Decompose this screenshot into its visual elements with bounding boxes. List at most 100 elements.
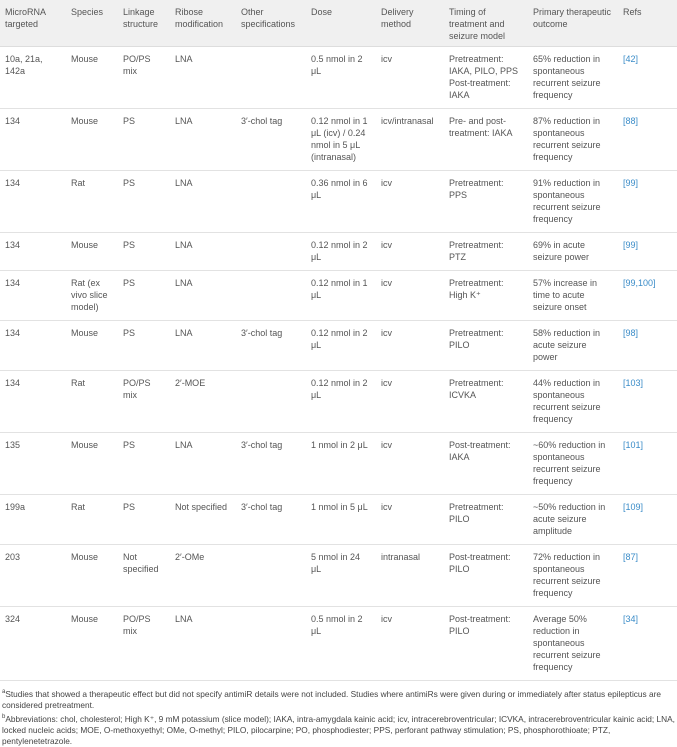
cell: Mouse (66, 544, 118, 607)
cell: 58% reduction in acute seizure power (528, 320, 618, 371)
cell: Not specified (118, 544, 170, 607)
ref-link[interactable]: [87] (618, 544, 677, 607)
ref-link[interactable]: [103] (618, 370, 677, 433)
ref-link[interactable]: [98] (618, 320, 677, 371)
cell: 5 nmol in 24 μL (306, 544, 376, 607)
header-cell: Dose (306, 0, 376, 47)
cell: Average 50% reduction in spontaneous rec… (528, 606, 618, 681)
cell: 3′-chol tag (236, 494, 306, 545)
cell: 134 (0, 320, 66, 371)
cell: Not specified (170, 494, 236, 545)
cell: LNA (170, 320, 236, 371)
cell: Pretreatment: ICVKA (444, 370, 528, 433)
cell: Mouse (66, 320, 118, 371)
cell: ~60% reduction in spontaneous recurrent … (528, 432, 618, 495)
cell: 134 (0, 232, 66, 271)
header-cell: MicroRNA targeted (0, 0, 66, 47)
cell: PS (118, 320, 170, 371)
cell: LNA (170, 270, 236, 321)
cell: 135 (0, 432, 66, 495)
cell (236, 170, 306, 233)
header-row: MicroRNA targeted Species Linkage structur… (0, 0, 677, 47)
ref-link[interactable]: [109] (618, 494, 677, 545)
cell: PS (118, 494, 170, 545)
table-row: 134 Mouse PS LNA 3′-chol tag 0.12 nmol in 2 μ… (0, 320, 677, 371)
cell: Pretreatment: IAKA, PILO, PPS Post-treat… (444, 46, 528, 109)
cell: 0.5 nmol in 2 μL (306, 46, 376, 109)
cell: 69% in acute seizure power (528, 232, 618, 271)
cell: Rat (66, 370, 118, 433)
table-row: 135 Mouse PS LNA 3′-chol tag 1 nmol in 2 μL ic… (0, 432, 677, 495)
header-cell: Ribose modification (170, 0, 236, 47)
table-row: 10a, 21a, 142a Mouse PO/PS mix LNA 0.5 nmol … (0, 46, 677, 109)
cell: 134 (0, 270, 66, 321)
cell: Rat (66, 170, 118, 233)
cell (236, 606, 306, 681)
ref-link[interactable]: [99] (618, 232, 677, 271)
cell: PS (118, 232, 170, 271)
cell: icv (376, 432, 444, 495)
header-cell: Species (66, 0, 118, 47)
cell: 10a, 21a, 142a (0, 46, 66, 109)
cell: 65% reduction in spontaneous recurrent s… (528, 46, 618, 109)
cell: 2′-MOE (170, 370, 236, 433)
cell: 1 nmol in 5 μL (306, 494, 376, 545)
cell: 199a (0, 494, 66, 545)
cell: icv (376, 370, 444, 433)
cell (236, 46, 306, 109)
cell (236, 370, 306, 433)
footnote-marker: b (2, 713, 6, 720)
cell: 1 nmol in 2 μL (306, 432, 376, 495)
cell: icv (376, 46, 444, 109)
table-row: 199a Rat PS Not specified 3′-chol tag 1 nmol … (0, 494, 677, 545)
cell: 44% reduction in spontaneous recurrent s… (528, 370, 618, 433)
header-cell: Timing of treatment and seizure model (444, 0, 528, 47)
cell (236, 544, 306, 607)
cell: Mouse (66, 108, 118, 171)
ref-link[interactable]: [42] (618, 46, 677, 109)
ref-link[interactable]: [101] (618, 432, 677, 495)
cell: LNA (170, 108, 236, 171)
cell: icv/intranasal (376, 108, 444, 171)
cell: PO/PS mix (118, 370, 170, 433)
cell: icv (376, 270, 444, 321)
cell: Mouse (66, 432, 118, 495)
cell: PO/PS mix (118, 606, 170, 681)
cell: 0.12 nmol in 2 μL (306, 370, 376, 433)
cell (236, 232, 306, 271)
cell: Rat (66, 494, 118, 545)
cell: PS (118, 108, 170, 171)
cell (236, 270, 306, 321)
cell: 324 (0, 606, 66, 681)
footnote-marker: a (2, 689, 6, 695)
table-row: 203 Mouse Not specified 2′-OMe 5 nmol in 24 … (0, 544, 677, 607)
footnote: bAbbreviations: chol, cholesterol; High … (2, 712, 675, 747)
cell: 134 (0, 170, 66, 233)
cell: icv (376, 494, 444, 545)
cell: 3′-chol tag (236, 432, 306, 495)
ref-link[interactable]: [99,100] (618, 270, 677, 321)
cell: 57% increase in time to acute seizure on… (528, 270, 618, 321)
header-cell: Linkage structure (118, 0, 170, 47)
cell: 0.12 nmol in 1 μL (icv) / 0.24 nmol in 5… (306, 108, 376, 171)
footnote-text: Studies that showed a therapeutic effect… (2, 688, 661, 710)
cell: Post-treatment: PILO (444, 606, 528, 681)
cell: Mouse (66, 606, 118, 681)
header-cell: Primary therapeutic outcome (528, 0, 618, 47)
cell: Pretreatment: PILO (444, 320, 528, 371)
table-row: 134 Rat PO/PS mix 2′-MOE 0.12 nmol in 2 μL ic… (0, 370, 677, 433)
ref-link[interactable]: [99] (618, 170, 677, 233)
cell: Post-treatment: IAKA (444, 432, 528, 495)
cell: 0.12 nmol in 1 μL (306, 270, 376, 321)
table-row: 324 Mouse PO/PS mix LNA 0.5 nmol in 2 μL icv P… (0, 606, 677, 681)
cell: icv (376, 606, 444, 681)
ref-link[interactable]: [88] (618, 108, 677, 171)
header-cell: Refs (618, 0, 677, 47)
ref-link[interactable]: [34] (618, 606, 677, 681)
cell: 72% reduction in spontaneous recurrent s… (528, 544, 618, 607)
cell: 0.12 nmol in 2 μL (306, 232, 376, 271)
table-row: 134 Rat PS LNA 0.36 nmol in 6 μL icv Pretreatm… (0, 170, 677, 233)
cell: LNA (170, 432, 236, 495)
cell: LNA (170, 46, 236, 109)
